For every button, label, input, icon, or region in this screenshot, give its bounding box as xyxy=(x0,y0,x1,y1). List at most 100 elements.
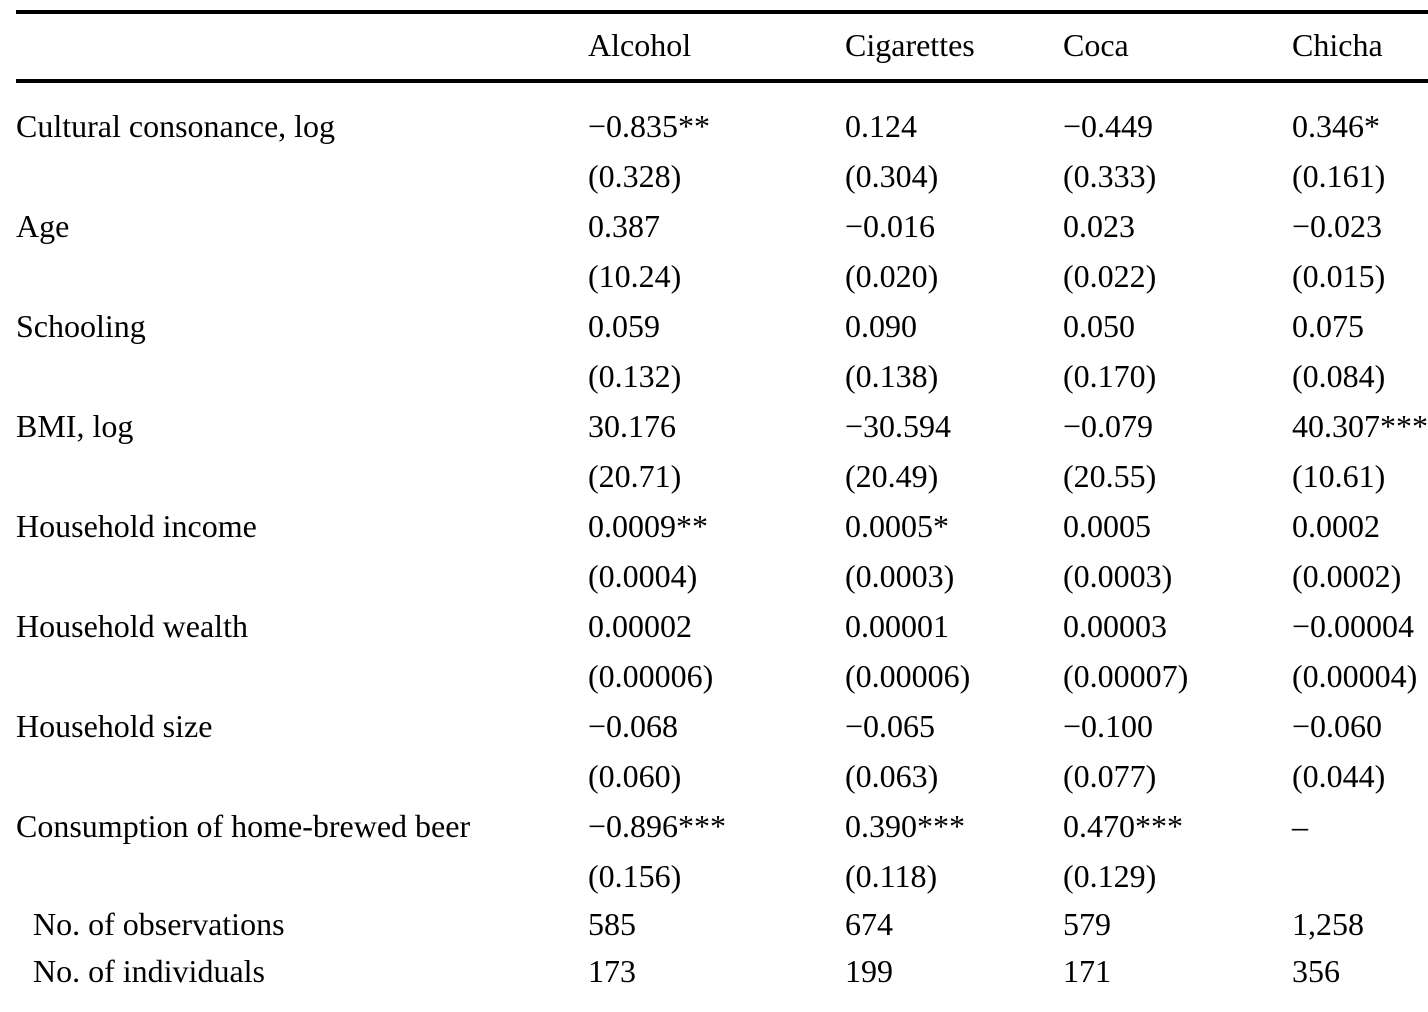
stderr-cell: (0.0003) xyxy=(845,557,955,594)
stderr-cell: (0.170) xyxy=(1063,357,1157,394)
stat-value: 1,258 xyxy=(1292,906,1364,942)
stderr-cell: (0.0004) xyxy=(588,557,698,594)
coef-row: Household income 0.0009** 0.0005* 0.0005 0.0… xyxy=(16,501,1428,551)
stderr-cell: (10.24) xyxy=(588,257,682,294)
stat-value: 356 xyxy=(1292,953,1340,989)
coefficient-cell: 0.059 xyxy=(588,307,660,344)
stderr-cell: (0.084) xyxy=(1292,357,1386,394)
stderr-cell: (0.00006) xyxy=(845,657,971,694)
stat-value: 171 xyxy=(1063,953,1111,989)
row-label: BMI, log xyxy=(16,407,134,444)
coefficient-cell: −0.835** xyxy=(588,107,711,144)
stderr-cell: (0.00004) xyxy=(1292,657,1418,694)
empty-label-cell xyxy=(16,351,588,401)
stderr-cell: (0.132) xyxy=(588,357,682,394)
coefficient-cell: −0.079 xyxy=(1063,407,1154,444)
empty-label-cell xyxy=(16,551,588,601)
regression-results-table: Alcohol Cigarettes Coca Chicha Cultural con… xyxy=(16,10,1428,995)
stat-label: No. of individuals xyxy=(33,953,265,989)
coefficient-cell: −0.016 xyxy=(845,207,936,244)
coefficient-cell: 0.387 xyxy=(588,207,660,244)
coef-row: BMI, log 30.176 −30.594 −0.079 40.307*** xyxy=(16,401,1428,451)
stderr-cell: (0.015) xyxy=(1292,257,1386,294)
table-header: Alcohol Cigarettes Coca Chicha xyxy=(16,12,1428,81)
row-label: Household income xyxy=(16,507,257,544)
table-body: Cultural consonance, log −0.835** 0.124 −0.… xyxy=(16,81,1428,995)
empty-label-cell xyxy=(16,651,588,701)
stderr-cell: (0.020) xyxy=(845,257,939,294)
stderr-row: (0.156) (0.118) (0.129) xyxy=(16,851,1428,901)
empty-label-cell xyxy=(16,151,588,201)
stderr-cell: (0.022) xyxy=(1063,257,1157,294)
row-label: Schooling xyxy=(16,307,146,344)
stderr-cell: (0.161) xyxy=(1292,157,1386,194)
coef-row: Cultural consonance, log −0.835** 0.124 −0.… xyxy=(16,81,1428,151)
coef-row: Household wealth 0.00002 0.00001 0.00003 −0.… xyxy=(16,601,1428,651)
coefficient-cell: −0.00004 xyxy=(1292,607,1415,644)
row-label: Household wealth xyxy=(16,607,248,644)
coefficient-cell: −30.594 xyxy=(845,407,952,444)
coefficient-cell: 0.00001 xyxy=(845,607,949,644)
coefficient-cell: 0.023 xyxy=(1063,207,1135,244)
coefficient-cell: 0.346* xyxy=(1292,107,1380,144)
stderr-cell: (0.044) xyxy=(1292,757,1386,794)
stderr-row: (0.0004) (0.0003) (0.0003) (0.0002) xyxy=(16,551,1428,601)
row-label: Age xyxy=(16,207,70,244)
stderr-row: (0.060) (0.063) (0.077) (0.044) xyxy=(16,751,1428,801)
coefficient-cell: −0.100 xyxy=(1063,707,1154,744)
column-header: Alcohol xyxy=(588,27,692,63)
stat-row: No. of observations 585 674 579 1,258 xyxy=(16,901,1428,948)
coefficient-cell: – xyxy=(1292,807,1308,844)
stderr-cell: (0.328) xyxy=(588,157,682,194)
stderr-cell: (20.55) xyxy=(1063,457,1157,494)
row-label: Cultural consonance, log xyxy=(16,107,336,144)
stderr-row: (0.132) (0.138) (0.170) (0.084) xyxy=(16,351,1428,401)
stderr-cell: (0.063) xyxy=(845,757,939,794)
stderr-cell: (0.077) xyxy=(1063,757,1157,794)
column-header: Coca xyxy=(1063,27,1129,63)
coefficient-cell: −0.060 xyxy=(1292,707,1383,744)
coefficient-cell: 30.176 xyxy=(588,407,676,444)
coefficient-cell: 0.0009** xyxy=(588,507,708,544)
coefficient-cell: −0.068 xyxy=(588,707,679,744)
coefficient-cell: −0.023 xyxy=(1292,207,1383,244)
stderr-cell: (0.304) xyxy=(845,157,939,194)
stderr-row: (0.00006) (0.00006) (0.00007) (0.00004) xyxy=(16,651,1428,701)
column-header: Cigarettes xyxy=(845,27,975,63)
coefficient-cell: 0.075 xyxy=(1292,307,1364,344)
stat-value: 173 xyxy=(588,953,636,989)
stat-value: 585 xyxy=(588,906,636,942)
coef-row: Schooling 0.059 0.090 0.050 0.075 xyxy=(16,301,1428,351)
stderr-cell: (20.71) xyxy=(588,457,682,494)
header-row: Alcohol Cigarettes Coca Chicha xyxy=(16,12,1428,81)
stderr-cell: (0.0002) xyxy=(1292,557,1402,594)
coefficient-cell: 0.124 xyxy=(845,107,917,144)
stat-value: 674 xyxy=(845,906,893,942)
coefficient-cell: 0.00003 xyxy=(1063,607,1167,644)
coefficient-cell: 40.307*** xyxy=(1292,407,1428,444)
stat-value: 579 xyxy=(1063,906,1111,942)
stderr-row: (20.71) (20.49) (20.55) (10.61) xyxy=(16,451,1428,501)
stat-value: 199 xyxy=(845,953,893,989)
coefficient-cell: 0.390*** xyxy=(845,807,965,844)
stderr-cell: (20.49) xyxy=(845,457,939,494)
stderr-cell xyxy=(1292,851,1428,901)
coef-row: Age 0.387 −0.016 0.023 −0.023 xyxy=(16,201,1428,251)
coefficient-cell: −0.896*** xyxy=(588,807,727,844)
stderr-cell: (0.118) xyxy=(845,857,938,894)
header-empty-cell xyxy=(16,12,588,81)
coefficient-cell: 0.0005* xyxy=(845,507,949,544)
stderr-cell: (0.333) xyxy=(1063,157,1157,194)
coefficient-cell: 0.090 xyxy=(845,307,917,344)
empty-label-cell xyxy=(16,451,588,501)
stderr-row: (10.24) (0.020) (0.022) (0.015) xyxy=(16,251,1428,301)
stat-label: No. of observations xyxy=(33,906,285,942)
stat-row: No. of individuals 173 199 171 356 xyxy=(16,948,1428,995)
stderr-cell: (0.060) xyxy=(588,757,682,794)
coefficient-cell: −0.449 xyxy=(1063,107,1154,144)
empty-label-cell xyxy=(16,851,588,901)
coefficient-cell: 0.00002 xyxy=(588,607,692,644)
coef-row: Consumption of home-brewed beer −0.896***… xyxy=(16,801,1428,851)
row-label: Household size xyxy=(16,707,213,744)
